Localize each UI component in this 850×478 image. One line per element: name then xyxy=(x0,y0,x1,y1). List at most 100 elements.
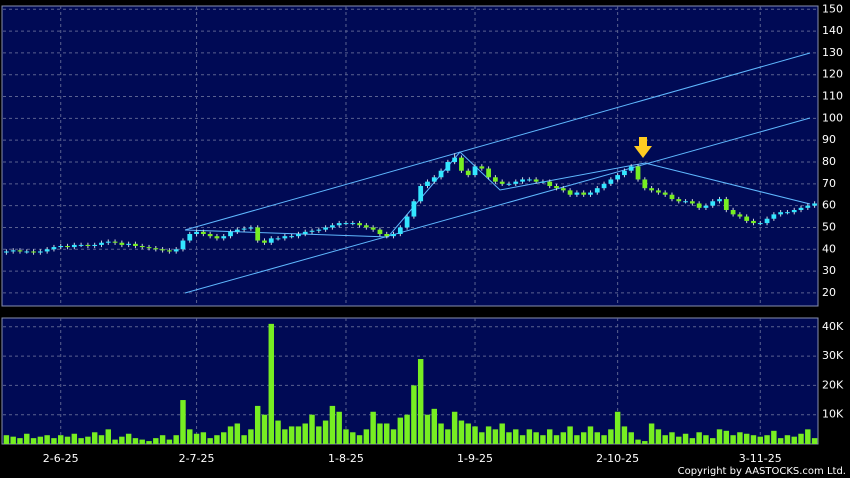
candle-body xyxy=(540,181,546,183)
candle-body xyxy=(133,243,138,246)
volume-bar xyxy=(411,385,417,444)
volume-bar xyxy=(10,436,16,444)
candle-body xyxy=(241,228,247,230)
candle-body xyxy=(187,234,193,241)
candle-body xyxy=(493,177,498,182)
candle-body xyxy=(717,199,722,202)
volume-bar xyxy=(526,429,533,444)
candle-body xyxy=(112,241,118,243)
candle-body xyxy=(703,205,709,208)
volume-bar xyxy=(227,426,234,444)
volume-tick-label: 40K xyxy=(822,320,844,333)
y-tick-label: 100 xyxy=(822,111,843,124)
candle-body xyxy=(601,183,607,189)
candle-body xyxy=(194,231,199,234)
volume-bar xyxy=(737,432,743,444)
candle-body xyxy=(377,229,383,234)
candle-body xyxy=(710,201,716,206)
volume-bar xyxy=(132,438,139,444)
candle-body xyxy=(662,192,668,195)
volume-bar xyxy=(757,436,763,444)
volume-bar xyxy=(567,426,573,444)
y-tick-label: 150 xyxy=(822,2,843,15)
volume-bar xyxy=(309,414,315,444)
volume-bar xyxy=(451,411,458,444)
candle-body xyxy=(255,227,261,241)
volume-bar xyxy=(519,435,526,444)
candle-body xyxy=(723,199,729,210)
volume-bar xyxy=(180,400,186,444)
volume-bar xyxy=(594,432,600,444)
volume-bar xyxy=(282,429,288,444)
volume-tick-label: 20K xyxy=(822,378,844,391)
candle-body xyxy=(520,179,525,182)
candle-body xyxy=(581,192,587,195)
candle-body xyxy=(737,214,743,217)
grid xyxy=(3,6,818,444)
candle-body xyxy=(411,201,417,217)
candle-body xyxy=(635,166,641,180)
volume-bar xyxy=(533,432,539,444)
volume-bar xyxy=(397,417,404,444)
volume-panel xyxy=(1,317,819,445)
candle-body xyxy=(391,234,396,237)
volume-bar xyxy=(234,423,241,444)
candle-body xyxy=(65,246,70,248)
candle-body xyxy=(615,175,621,180)
volume-bar xyxy=(153,438,159,444)
x-tick-label: 3-11-25 xyxy=(739,452,782,465)
volume-bar xyxy=(64,436,71,444)
candle-body xyxy=(357,223,362,226)
price-panel xyxy=(1,5,819,307)
candle-body xyxy=(173,249,179,252)
x-tick-label: 2-10-25 xyxy=(596,452,639,465)
volume-bar xyxy=(58,435,64,444)
volume-bar xyxy=(458,420,465,444)
marks xyxy=(3,153,818,444)
y-tick-label: 140 xyxy=(822,24,843,37)
volume-bar xyxy=(78,438,84,444)
volume-bar xyxy=(777,438,784,444)
candle-body xyxy=(316,229,322,231)
candle-body xyxy=(17,250,23,252)
volume-bar xyxy=(187,429,193,444)
candle-body xyxy=(350,223,356,225)
candle-body xyxy=(180,240,186,250)
volume-bar xyxy=(207,438,213,444)
volume-bar xyxy=(648,423,655,444)
volume-bar xyxy=(261,414,268,444)
volume-bar xyxy=(642,441,648,444)
volume-bar xyxy=(472,426,478,444)
y-tick-label: 110 xyxy=(822,90,843,103)
candle-body xyxy=(10,250,16,252)
arrow xyxy=(634,137,652,158)
volume-bar xyxy=(254,405,261,444)
volume-bar xyxy=(193,433,200,444)
volume-bar xyxy=(377,423,383,444)
candle-body xyxy=(99,242,104,245)
channel-lower xyxy=(184,117,811,294)
candle-body xyxy=(642,179,648,189)
candle-body xyxy=(554,186,559,189)
volume-bar xyxy=(71,433,78,444)
volume-bar xyxy=(302,423,308,444)
candle-body xyxy=(506,183,512,185)
channel-upper xyxy=(184,52,811,231)
volume-bar xyxy=(689,438,696,444)
candle-body xyxy=(268,238,274,243)
y-tick-label: 120 xyxy=(822,68,843,81)
volume-bar xyxy=(703,435,709,444)
volume-bar xyxy=(601,435,607,444)
volume-bar xyxy=(614,411,621,444)
candle-body xyxy=(214,236,220,239)
candle-body xyxy=(228,231,233,237)
volume-bar xyxy=(404,414,410,444)
candle-body xyxy=(751,220,756,224)
candle-body xyxy=(153,248,159,250)
arrow-shaft xyxy=(639,137,647,147)
candle-body xyxy=(696,203,702,208)
candle-body xyxy=(384,234,390,237)
candle-body xyxy=(296,234,301,237)
